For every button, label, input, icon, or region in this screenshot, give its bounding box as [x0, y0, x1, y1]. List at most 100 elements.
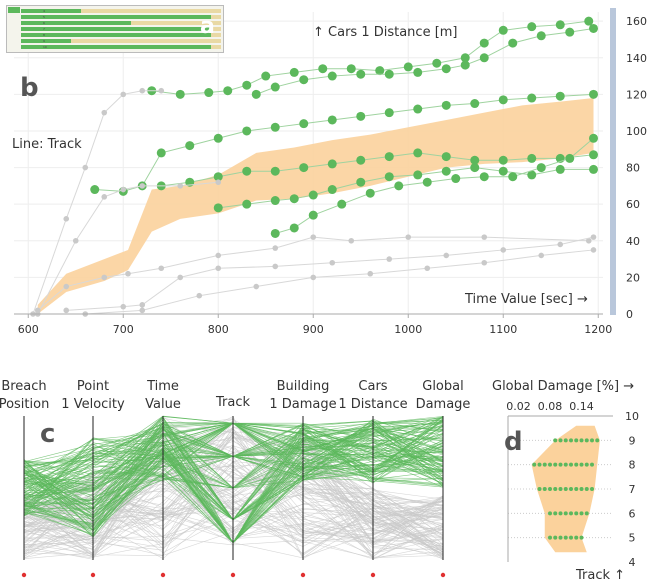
d-y-axis-label: Track ↑ [575, 568, 625, 583]
mini-table-header-icon[interactable] [8, 7, 20, 13]
data-point [590, 247, 597, 253]
scatter-point [569, 535, 573, 540]
axis-filter-marker[interactable] [160, 572, 166, 578]
data-point [156, 148, 166, 158]
mini-table-row-label: 8 [43, 32, 45, 37]
scatter-point [579, 462, 584, 467]
data-point [139, 183, 146, 189]
mini-table-row-label: 10 [43, 44, 47, 49]
y-tick-label: 80 [626, 162, 640, 175]
data-point [310, 234, 317, 240]
data-point [441, 100, 451, 110]
data-point [536, 31, 546, 41]
data-point [242, 80, 252, 90]
d-x-axis-label: Global Damage [%] → [492, 379, 634, 394]
data-point [405, 234, 412, 240]
mini-table-row-bar [21, 39, 71, 43]
y-axis-ticks: 0 20 40 60 80 100 120 140 160 [626, 15, 647, 321]
y-tick-label: 0 [626, 308, 633, 321]
data-point [508, 172, 518, 182]
parallel-axis-label: Breach Position [0, 379, 49, 412]
y-tick-label: 100 [626, 125, 647, 138]
scatter-point [574, 487, 579, 491]
data-point [34, 307, 41, 314]
data-point [527, 93, 537, 103]
mini-table-row[interactable]: 9 [21, 39, 221, 43]
data-point [327, 159, 337, 169]
data-point [356, 69, 366, 79]
data-point [158, 87, 165, 94]
data-point [356, 177, 366, 187]
axis-filter-marker[interactable] [440, 572, 446, 578]
parallel-axis-label: Cars 1 Distance [338, 379, 407, 412]
data-point [327, 115, 337, 125]
mini-table-row-label: 9 [43, 38, 45, 43]
data-point [394, 181, 404, 191]
data-point [158, 265, 165, 272]
series-line [85, 249, 594, 315]
axis-filter-marker[interactable] [230, 572, 236, 578]
mini-table-row[interactable]: 4 [21, 9, 221, 13]
y-axis-label: ↑ Cars 1 Distance [m] [313, 25, 458, 40]
mini-table-row[interactable]: 6 [21, 21, 221, 25]
data-point [441, 64, 451, 74]
scatter-point [542, 462, 547, 467]
line-track-label: Line: Track [12, 137, 82, 152]
data-point [348, 237, 355, 244]
scatter-point [569, 487, 573, 491]
data-point [498, 25, 508, 35]
data-point [72, 237, 79, 244]
data-point [289, 194, 299, 204]
x-axis-ticks: 600 700 800 900 1000 1100 1200 [18, 314, 612, 336]
d-x-tick-label: 0.02 [506, 400, 531, 413]
data-point [356, 111, 366, 121]
scatter-point [574, 511, 579, 516]
d-y-tick-label: 4 [629, 556, 636, 569]
data-point [479, 38, 489, 48]
data-point [346, 64, 356, 74]
data-point [215, 265, 222, 272]
data-point [261, 71, 271, 81]
axis-filter-marker[interactable] [300, 572, 306, 578]
data-point [565, 27, 575, 37]
data-point [125, 270, 131, 277]
x-axis-label: Time Value [sec] → [464, 292, 588, 307]
data-point [481, 234, 488, 240]
axis-filter-marker[interactable] [370, 572, 376, 578]
d-x-tick-label: 0.08 [538, 400, 563, 413]
data-point [101, 274, 108, 281]
main-chart: 0 20 40 60 80 100 120 140 160 600 700 800 900 1000 11… [12, 8, 647, 336]
mini-table-row-label: 4 [43, 8, 45, 13]
data-point [196, 292, 203, 299]
data-point [384, 152, 394, 162]
data-point [175, 89, 185, 99]
mini-table-row[interactable]: 5 [21, 15, 221, 19]
scatter-point [558, 535, 563, 540]
parallel-axis-label: Track [215, 395, 250, 410]
data-point [139, 87, 146, 94]
mini-table-row[interactable]: 8 [21, 33, 221, 37]
data-point [479, 172, 489, 182]
data-point [242, 166, 252, 176]
data-point [327, 71, 337, 81]
data-point [63, 307, 70, 314]
data-point [479, 53, 489, 63]
y-axis-bar[interactable] [610, 8, 616, 315]
scatter-point [548, 462, 552, 467]
axis-filter-marker[interactable] [21, 572, 27, 578]
data-point [185, 141, 195, 151]
data-point [270, 196, 280, 206]
axis-filter-marker[interactable] [90, 572, 96, 578]
mini-table-row[interactable]: 7 [21, 27, 221, 31]
data-point [242, 199, 252, 209]
scatter-point [537, 487, 542, 491]
data-point [101, 194, 108, 200]
mini-table[interactable]: 4 5 6 7 8 9 10 [6, 5, 224, 53]
data-point [565, 153, 575, 163]
mini-table-row[interactable]: 10 [21, 45, 221, 49]
parallel-axis-label: Time Value [145, 379, 181, 412]
data-point [299, 119, 309, 129]
data-point [242, 126, 252, 136]
scatter-point [548, 535, 552, 540]
x-tick-label: 1100 [489, 323, 517, 336]
